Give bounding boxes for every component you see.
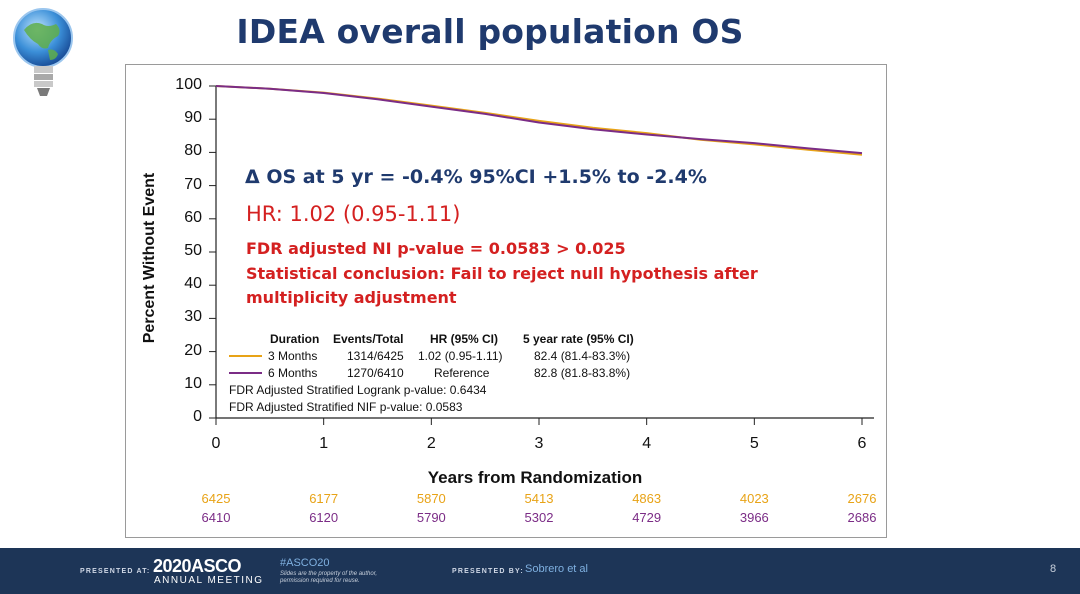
series-line-6-months: [215, 85, 863, 155]
legend-duration-6m: 6 Months: [268, 366, 318, 380]
footer-presented-by: PRESENTED BY:: [452, 568, 524, 575]
y-tick-label: 20: [184, 341, 202, 359]
slide-title: IDEA overall population OS: [236, 12, 744, 51]
footer-bar: PRESENTED AT: 2020ASCO ANNUAL MEETING #A…: [0, 548, 1080, 594]
page-number: 8: [1050, 563, 1057, 575]
fdr-pvalue-annotation: FDR adjusted NI p-value = 0.0583 > 0.025: [246, 239, 626, 258]
y-tick-label: 90: [184, 109, 202, 127]
conclusion-line-2: multiplicity adjustment: [246, 288, 457, 307]
y-tick-label: 0: [193, 408, 202, 425]
risk-count-6-months: 5302: [524, 510, 554, 525]
x-tick-label: 6: [857, 435, 867, 452]
risk-count-3-months: 2676: [847, 491, 877, 506]
legend-duration-3m: 3 Months: [268, 349, 318, 363]
risk-count-6-months: 4729: [632, 510, 662, 525]
legend-header-rate: 5 year rate (95% CI): [523, 332, 634, 346]
risk-count-3-months: 4863: [632, 491, 662, 506]
delta-os-annotation: Δ OS at 5 yr = -0.4% 95%CI +1.5% to -2.4…: [245, 166, 707, 188]
x-tick-label: 5: [749, 435, 759, 452]
lightbulb-globe-logo: [13, 8, 73, 96]
y-tick-label: 30: [184, 308, 202, 326]
x-tick-label: 0: [211, 435, 221, 452]
footer-author: Sobrero et al: [525, 563, 588, 575]
risk-count-3-months: 4023: [739, 491, 769, 506]
risk-count-6-months: 6120: [309, 510, 339, 525]
x-tick-label: 4: [642, 435, 652, 452]
x-tick-label: 2: [426, 435, 436, 452]
legend-header-events: Events/Total: [333, 332, 404, 346]
legend-header-hr: HR (95% CI): [430, 332, 499, 346]
risk-count-3-months: 5413: [524, 491, 554, 506]
legend-events-6m: 1270/6410: [347, 366, 404, 380]
legend-events-3m: 1314/6425: [347, 349, 404, 363]
footer-meeting: ANNUAL MEETING: [154, 575, 264, 586]
legend-hr-3m: 1.02 (0.95-1.11): [418, 349, 503, 363]
y-tick-label: 10: [184, 374, 202, 392]
legend-nif-note: FDR Adjusted Stratified NIF p-value: 0.0…: [229, 400, 463, 414]
risk-count-3-months: 6177: [309, 491, 339, 506]
risk-count-3-months: 5870: [416, 491, 446, 506]
x-tick-label: 3: [534, 435, 544, 452]
footer-asco-logo-text: 2020ASCO: [153, 556, 242, 576]
footer-hashtag: #ASCO20: [280, 557, 330, 569]
risk-count-6-months: 2686: [847, 510, 877, 525]
x-tick-label: 1: [319, 435, 329, 452]
hazard-ratio-annotation: HR: 1.02 (0.95-1.11): [246, 202, 461, 226]
footer-presented-at: PRESENTED AT:: [80, 568, 151, 575]
risk-count-3-months: 6425: [201, 491, 231, 506]
legend-rate-6m: 82.8 (81.8-83.8%): [534, 366, 631, 380]
y-tick-label: 70: [184, 175, 202, 193]
y-tick-label: 80: [184, 142, 202, 160]
x-axis-label: Years from Randomization: [427, 468, 643, 487]
risk-count-6-months: 6410: [201, 510, 231, 525]
legend-logrank-note: FDR Adjusted Stratified Logrank p-value:…: [229, 383, 487, 397]
risk-count-6-months: 3966: [739, 510, 769, 525]
y-tick-label: 40: [184, 275, 202, 293]
footer-property-note: Slides are the property of the author, p…: [280, 571, 378, 584]
conclusion-line-1: Statistical conclusion: Fail to reject n…: [246, 264, 758, 283]
y-tick-label: 100: [175, 76, 202, 93]
legend-header-duration: Duration: [270, 332, 320, 346]
y-tick-label: 50: [184, 242, 202, 259]
legend-rate-3m: 82.4 (81.4-83.3%): [534, 349, 631, 363]
legend-hr-6m: Reference: [434, 366, 490, 380]
y-tick-label: 60: [184, 208, 202, 226]
risk-count-6-months: 5790: [416, 510, 446, 525]
